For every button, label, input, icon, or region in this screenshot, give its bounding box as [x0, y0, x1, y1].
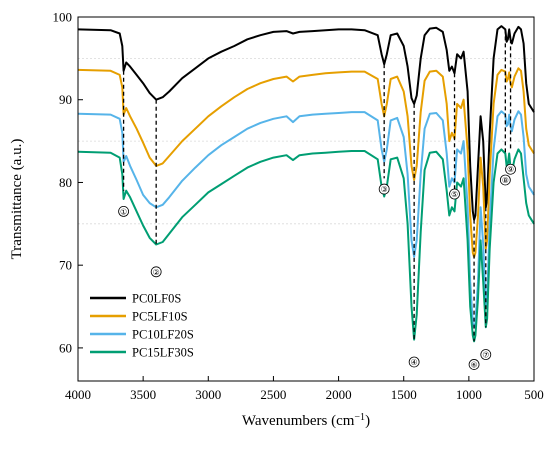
x-tick-label: 3500	[130, 387, 156, 402]
y-axis-title: Transmittance (a.u.)	[9, 139, 25, 260]
x-tick-label: 2000	[326, 387, 352, 402]
peak-marker-label: ①	[120, 207, 127, 216]
x-tick-label: 4000	[65, 387, 91, 402]
reference-gridlines	[78, 57, 534, 225]
peak-marker-circle	[480, 349, 492, 360]
peak-marker-label: ⑨	[507, 165, 514, 174]
peak-marker-label: ④	[411, 358, 418, 367]
x-axis-title-close: )	[365, 413, 370, 429]
x-axis-title-superscript: −1	[354, 412, 365, 423]
series-line-pc10lf20s	[77, 110, 535, 329]
peak-marker-circle	[468, 359, 480, 370]
x-axis-ticks: 4000 3500 3000 2500 2000 1500 1000 500	[65, 376, 544, 402]
peak-marker-circle	[378, 183, 390, 195]
series-layer	[77, 25, 535, 343]
series-line-pc5lf10s	[77, 67, 535, 258]
peak-marker-label: ②	[153, 268, 160, 277]
y-axis-ticks: 60 70 80 90 100	[53, 10, 83, 355]
x-axis-title-main: Wavenumbers (cm	[242, 413, 355, 429]
peak-marker-label: ⑦	[482, 351, 489, 360]
peak-marker-circle	[408, 356, 420, 368]
x-tick-label: 2500	[260, 387, 286, 402]
legend-label-pc10lf20s: PC10LF20S	[132, 328, 194, 342]
plot-frame	[77, 16, 535, 382]
legend-label-pc5lf10s: PC5LF10S	[132, 310, 188, 324]
peak-marker-label: ⑥	[470, 360, 477, 369]
x-tick-label: 1000	[456, 387, 482, 402]
peak-marker-label: ⑤	[451, 190, 458, 199]
y-tick-label: 100	[53, 10, 73, 25]
peak-marker-circle	[150, 266, 162, 278]
series-line-pc0lf0s	[77, 25, 535, 221]
y-tick-label: 60	[59, 340, 72, 355]
peak-marker-circle	[118, 206, 129, 217]
peak-marker-label: ③	[381, 185, 388, 194]
y-tick-label: 80	[59, 175, 72, 190]
x-tick-label: 3000	[195, 387, 221, 402]
peak-marker-circle	[505, 163, 516, 175]
x-tick-label: 500	[524, 387, 544, 402]
peak-marker-circle	[499, 174, 511, 186]
legend-label-pc0lf0s: PC0LF0S	[132, 292, 181, 306]
peak-marker-layer: ① ② ③ ④ ⑤ ⑥⑦ ⑧ ⑨	[118, 29, 516, 370]
x-tick-label: 1500	[391, 387, 417, 402]
series-line-pc15lf30s	[77, 148, 535, 343]
peak-marker-label: ⑧	[502, 176, 509, 185]
x-axis-title: Wavenumbers (cm−1)	[242, 412, 370, 430]
peak-marker-circle	[449, 188, 460, 200]
y-tick-label: 70	[59, 258, 72, 273]
legend-label-pc15lf30s: PC15LF30S	[132, 346, 194, 360]
y-tick-label: 90	[59, 92, 72, 107]
legend: PC0LF0S PC5LF10S PC10LF20S PC15LF30S	[90, 292, 194, 360]
